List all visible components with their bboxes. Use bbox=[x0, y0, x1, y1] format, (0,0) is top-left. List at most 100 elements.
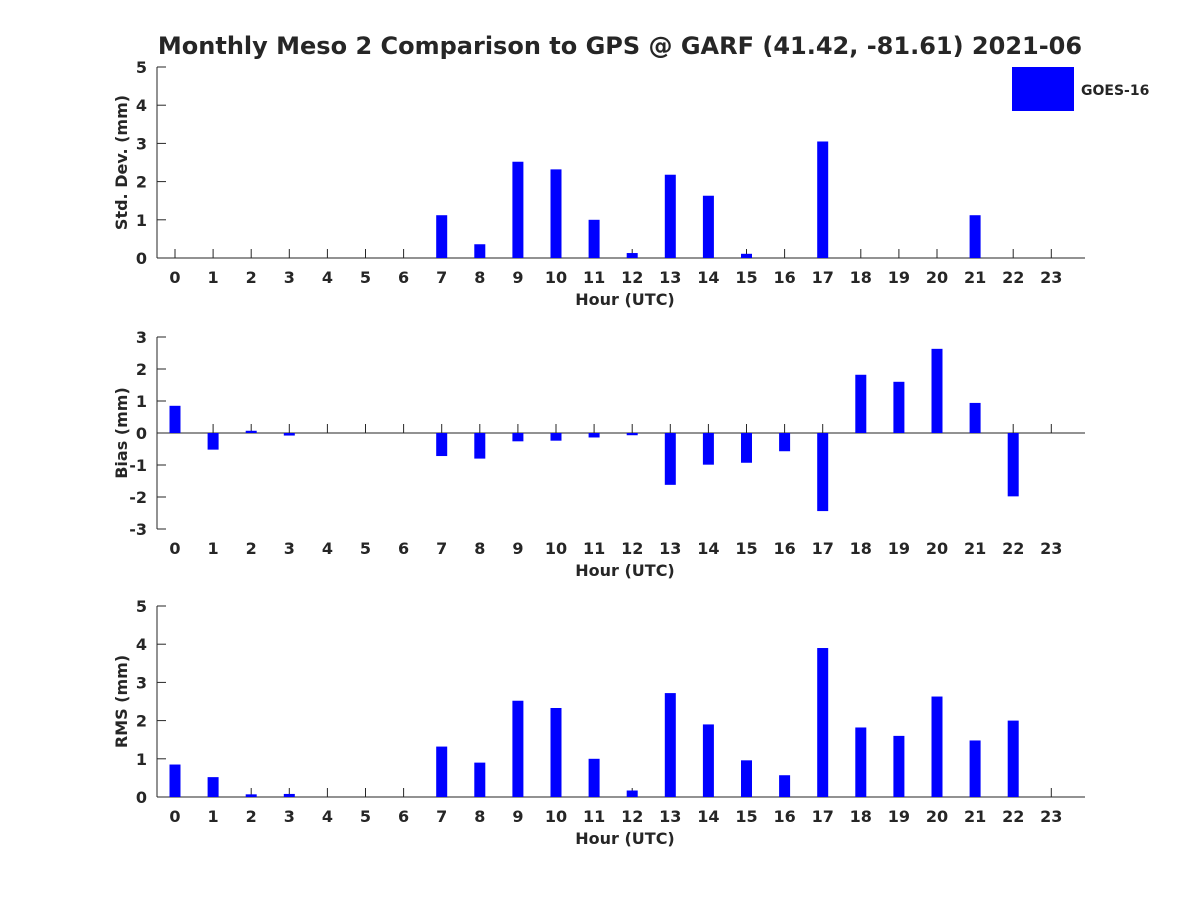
bias-bar bbox=[588, 433, 600, 438]
rms-xtick-label: 11 bbox=[583, 807, 605, 826]
stddev-xtick-label: 11 bbox=[583, 268, 605, 287]
stddev-xtick-label: 7 bbox=[436, 268, 447, 287]
bias-bar bbox=[207, 433, 219, 450]
bias-bar bbox=[779, 433, 791, 452]
rms-xtick-label: 2 bbox=[246, 807, 257, 826]
stddev-bar bbox=[702, 195, 714, 258]
stddev-bar bbox=[436, 215, 448, 258]
stddev-bar bbox=[817, 141, 829, 258]
rms-bar bbox=[817, 648, 829, 797]
bias-ytick-label: 2 bbox=[136, 360, 147, 379]
rms-xtick-label: 22 bbox=[1002, 807, 1024, 826]
bias-bar bbox=[702, 433, 714, 465]
bias-xtick-label: 20 bbox=[926, 539, 948, 558]
stddev-xtick-label: 6 bbox=[398, 268, 409, 287]
rms-bar bbox=[855, 727, 867, 797]
stddev-xtick-label: 16 bbox=[773, 268, 795, 287]
stddev-bar bbox=[474, 244, 486, 258]
rms-xtick-label: 12 bbox=[621, 807, 643, 826]
rms-xtick-label: 9 bbox=[512, 807, 523, 826]
stddev-xtick-label: 1 bbox=[208, 268, 219, 287]
rms-xtick-label: 7 bbox=[436, 807, 447, 826]
rms-bar bbox=[626, 790, 638, 797]
rms-xtick-label: 23 bbox=[1040, 807, 1062, 826]
rms-xtick-label: 3 bbox=[284, 807, 295, 826]
legend-swatch bbox=[1012, 67, 1074, 111]
bias-xtick-label: 12 bbox=[621, 539, 643, 558]
rms-xtick-label: 21 bbox=[964, 807, 986, 826]
rms-xtick-label: 16 bbox=[773, 807, 795, 826]
rms-xtick-label: 17 bbox=[812, 807, 834, 826]
rms-xtick-label: 13 bbox=[659, 807, 681, 826]
bias-bar bbox=[283, 433, 295, 436]
rms-xtick-label: 8 bbox=[474, 807, 485, 826]
bias-bar bbox=[436, 433, 448, 457]
rms-bar bbox=[893, 735, 905, 797]
bias-xtick-label: 6 bbox=[398, 539, 409, 558]
rms-xtick-label: 6 bbox=[398, 807, 409, 826]
rms-ylabel: RMS (mm) bbox=[112, 655, 131, 748]
rms-bar bbox=[474, 762, 486, 797]
bias-bar bbox=[817, 433, 829, 512]
rms-xtick-label: 0 bbox=[169, 807, 180, 826]
bias-xtick-label: 5 bbox=[360, 539, 371, 558]
bias-bar bbox=[512, 433, 524, 442]
stddev-xtick-label: 2 bbox=[246, 268, 257, 287]
bias-xtick-label: 17 bbox=[812, 539, 834, 558]
rms-bar bbox=[741, 760, 752, 797]
rms-bar bbox=[283, 793, 295, 797]
bias-xtick-label: 18 bbox=[850, 539, 872, 558]
rms-bar bbox=[512, 700, 524, 797]
rms-bar bbox=[436, 746, 448, 797]
bias-ytick-label: -2 bbox=[129, 488, 147, 507]
stddev-bar bbox=[512, 161, 524, 258]
rms-bar bbox=[664, 693, 676, 797]
stddev-bar bbox=[969, 215, 981, 258]
stddev-xtick-label: 21 bbox=[964, 268, 986, 287]
stddev-xtick-label: 3 bbox=[284, 268, 295, 287]
bias-xtick-label: 11 bbox=[583, 539, 605, 558]
bias-xtick-label: 22 bbox=[1002, 539, 1024, 558]
bias-xtick-label: 23 bbox=[1040, 539, 1062, 558]
rms-bar bbox=[969, 740, 981, 797]
rms-bar bbox=[779, 775, 791, 797]
rms-xlabel: Hour (UTC) bbox=[575, 829, 675, 848]
stddev-bar bbox=[626, 253, 638, 258]
rms-ytick-label: 0 bbox=[136, 788, 147, 807]
rms-xtick-label: 14 bbox=[697, 807, 719, 826]
stddev-ytick-label: 5 bbox=[136, 58, 147, 77]
rms-ytick-label: 1 bbox=[136, 750, 147, 769]
rms-bar bbox=[550, 707, 562, 797]
rms-ytick-label: 4 bbox=[136, 635, 147, 654]
bias-bar bbox=[626, 433, 638, 436]
stddev-bar bbox=[741, 253, 752, 258]
stddev-bar bbox=[588, 219, 600, 258]
rms-xtick-label: 5 bbox=[360, 807, 371, 826]
stddev-xtick-label: 23 bbox=[1040, 268, 1062, 287]
stddev-xtick-label: 20 bbox=[926, 268, 948, 287]
bias-ytick-label: 0 bbox=[136, 424, 147, 443]
bias-xtick-label: 13 bbox=[659, 539, 681, 558]
bias-xtick-label: 1 bbox=[208, 539, 219, 558]
bias-xtick-label: 14 bbox=[697, 539, 719, 558]
bias-xtick-label: 21 bbox=[964, 539, 986, 558]
chart-title: Monthly Meso 2 Comparison to GPS @ GARF … bbox=[158, 32, 1082, 60]
stddev-xtick-label: 14 bbox=[697, 268, 719, 287]
stddev-xtick-label: 13 bbox=[659, 268, 681, 287]
rms-bar bbox=[931, 696, 943, 797]
rms-ytick-label: 2 bbox=[136, 712, 147, 731]
rms-xtick-label: 10 bbox=[545, 807, 567, 826]
stddev-xtick-label: 12 bbox=[621, 268, 643, 287]
rms-xtick-label: 1 bbox=[208, 807, 219, 826]
rms-xtick-label: 18 bbox=[850, 807, 872, 826]
stddev-xtick-label: 22 bbox=[1002, 268, 1024, 287]
bias-ytick-label: -1 bbox=[129, 456, 147, 475]
rms-xtick-label: 19 bbox=[888, 807, 910, 826]
rms-bar bbox=[207, 777, 219, 797]
stddev-xtick-label: 10 bbox=[545, 268, 567, 287]
bias-bar bbox=[550, 433, 562, 441]
rms-bar bbox=[1007, 720, 1019, 797]
stddev-xtick-label: 4 bbox=[322, 268, 333, 287]
